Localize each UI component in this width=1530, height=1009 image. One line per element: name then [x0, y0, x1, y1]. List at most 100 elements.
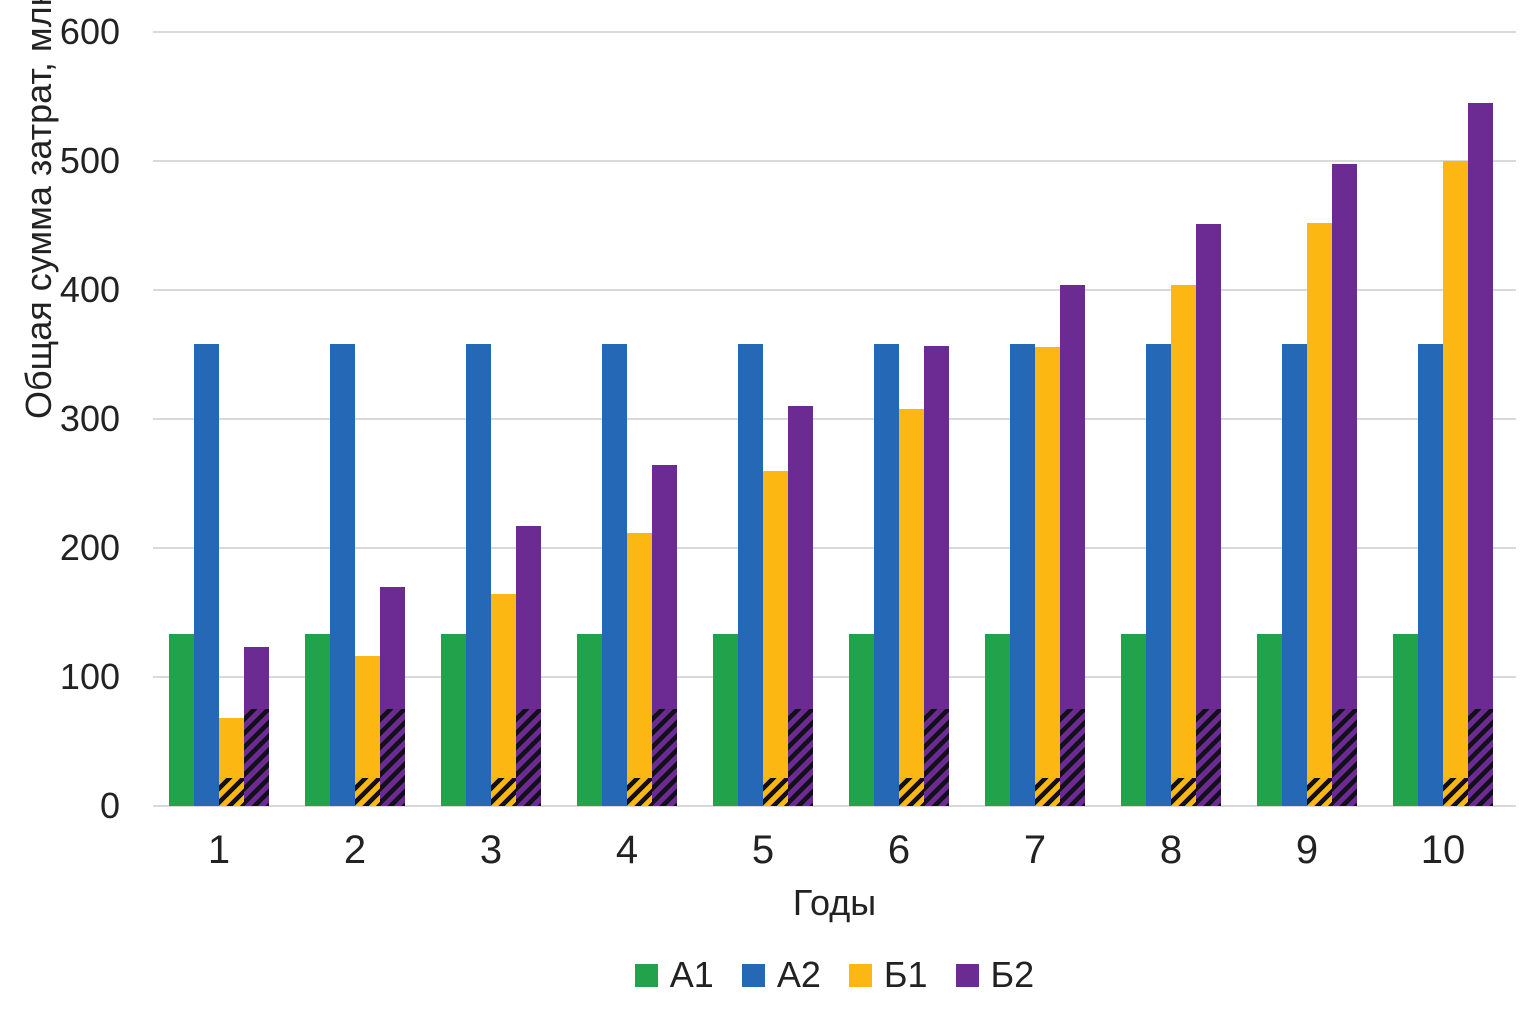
- bar-a2-year-7: [1010, 344, 1035, 806]
- bar-a1-year-1: [169, 634, 194, 806]
- y-tick-label-200: 200: [59, 527, 120, 568]
- bar-b1-year-9: [1307, 222, 1332, 806]
- x-tick-label-10: 10: [1420, 828, 1466, 872]
- legend: А1 А2 Б1 Б2: [153, 957, 1516, 993]
- hatch-segment-b1-year-4: [627, 777, 652, 806]
- bar-b2-year-2: [380, 586, 405, 806]
- bar-b1-year-2: [355, 656, 380, 806]
- hatch-segment-b1-year-3: [491, 777, 516, 806]
- bar-a2-year-5: [738, 344, 763, 806]
- hatch-segment-b2-year-9: [1332, 709, 1357, 806]
- x-tick-label-4: 4: [615, 828, 639, 872]
- legend-item-a2: А2: [741, 954, 821, 995]
- hatch-segment-b2-year-8: [1196, 709, 1221, 806]
- x-tick-label-6: 6: [887, 828, 911, 872]
- bar-b2-year-7: [1060, 284, 1085, 806]
- bar-a2-year-4: [602, 344, 627, 806]
- bar-b2-year-8: [1196, 224, 1221, 806]
- bar-b2-year-5: [788, 406, 813, 806]
- legend-swatch-b2: [955, 963, 979, 987]
- x-axis-title: Годы: [792, 882, 877, 923]
- x-tick-label-9: 9: [1295, 828, 1319, 872]
- hatch-segment-b2-year-5: [788, 709, 813, 806]
- hatch-segment-b1-year-1: [219, 777, 244, 806]
- bar-b2-year-6: [924, 345, 949, 806]
- bar-a2-year-9: [1282, 344, 1307, 806]
- bar-b1-year-4: [627, 532, 652, 806]
- y-tick-label-0: 0: [99, 785, 120, 826]
- x-tick-label-2: 2: [343, 828, 367, 872]
- bar-a1-year-6: [849, 634, 874, 806]
- gridline-200: [153, 547, 1516, 549]
- hatch-segment-b2-year-2: [380, 709, 405, 806]
- x-tick-label-1: 1: [207, 828, 231, 872]
- x-tick-label-3: 3: [479, 828, 503, 872]
- hatch-segment-b2-year-1: [244, 709, 269, 806]
- bar-b2-year-1: [244, 647, 269, 806]
- hatch-segment-b2-year-10: [1468, 709, 1493, 806]
- gridline-600: [153, 31, 1516, 33]
- legend-item-b1: Б1: [848, 954, 928, 995]
- x-tick-label-7: 7: [1023, 828, 1047, 872]
- bar-a2-year-1: [194, 344, 219, 806]
- bar-a1-year-7: [985, 634, 1010, 806]
- gridline-0: [153, 805, 1516, 807]
- x-tick-label-8: 8: [1159, 828, 1183, 872]
- bar-b1-year-8: [1171, 284, 1196, 806]
- bar-a1-year-9: [1257, 634, 1282, 806]
- hatch-segment-b1-year-7: [1035, 777, 1060, 806]
- hatch-segment-b1-year-10: [1443, 777, 1468, 806]
- legend-swatch-a2: [741, 963, 765, 987]
- hatch-segment-b1-year-6: [899, 777, 924, 806]
- legend-label-b1: Б1: [883, 954, 928, 995]
- hatch-segment-b1-year-2: [355, 777, 380, 806]
- plot-area: [153, 31, 1516, 807]
- gridline-100: [153, 676, 1516, 678]
- bar-b1-year-3: [491, 594, 516, 806]
- y-tick-label-500: 500: [59, 140, 120, 181]
- legend-item-a1: А1: [634, 954, 714, 995]
- hatch-segment-b1-year-5: [763, 777, 788, 806]
- bar-a1-year-10: [1393, 634, 1418, 806]
- bar-b1-year-10: [1443, 161, 1468, 806]
- bar-a1-year-2: [305, 634, 330, 806]
- bar-a2-year-10: [1418, 344, 1443, 806]
- bar-a2-year-6: [874, 344, 899, 806]
- hatch-segment-b1-year-8: [1171, 777, 1196, 806]
- gridline-400: [153, 289, 1516, 291]
- bar-a1-year-8: [1121, 634, 1146, 806]
- bar-a1-year-3: [441, 634, 466, 806]
- bar-b2-year-3: [516, 526, 541, 806]
- bar-b1-year-7: [1035, 346, 1060, 806]
- bar-b2-year-10: [1468, 103, 1493, 806]
- hatch-segment-b1-year-9: [1307, 777, 1332, 806]
- legend-label-b2: Б2: [990, 954, 1035, 995]
- legend-label-a1: А1: [669, 954, 714, 995]
- bar-a2-year-8: [1146, 344, 1171, 806]
- hatch-segment-b2-year-3: [516, 709, 541, 806]
- y-tick-label-600: 600: [59, 11, 120, 52]
- gridline-500: [153, 160, 1516, 162]
- hatch-segment-b2-year-7: [1060, 709, 1085, 806]
- bar-a1-year-4: [577, 634, 602, 806]
- bar-b1-year-6: [899, 408, 924, 806]
- gridline-300: [153, 418, 1516, 420]
- hatch-segment-b2-year-6: [924, 709, 949, 806]
- legend-item-b2: Б2: [955, 954, 1035, 995]
- hatch-segment-b2-year-4: [652, 709, 677, 806]
- legend-swatch-a1: [634, 963, 658, 987]
- bar-a2-year-2: [330, 344, 355, 806]
- bar-a1-year-5: [713, 634, 738, 806]
- bar-b1-year-5: [763, 470, 788, 806]
- legend-label-a2: А2: [776, 954, 821, 995]
- bar-b2-year-4: [652, 465, 677, 806]
- bar-b2-year-9: [1332, 163, 1357, 806]
- y-tick-label-300: 300: [59, 398, 120, 439]
- bar-a2-year-3: [466, 344, 491, 806]
- bar-b1-year-1: [219, 718, 244, 806]
- y-tick-label-400: 400: [59, 269, 120, 310]
- y-tick-label-100: 100: [59, 656, 120, 697]
- x-tick-label-5: 5: [751, 828, 775, 872]
- legend-swatch-b1: [848, 963, 872, 987]
